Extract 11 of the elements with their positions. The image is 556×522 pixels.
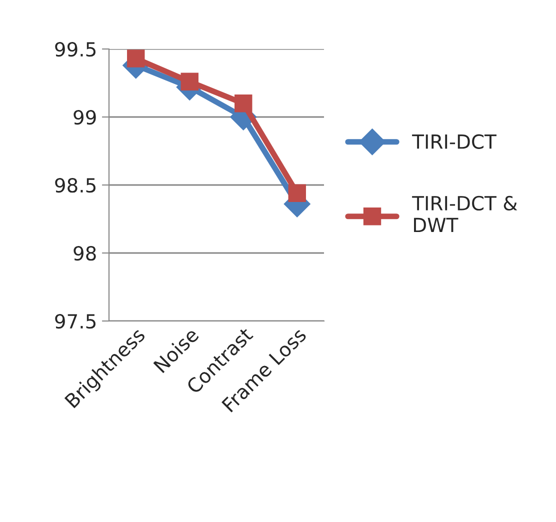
point	[234, 94, 252, 112]
y-tick-label: 99.5	[55, 42, 96, 57]
y-tick-label: 97.5	[55, 314, 96, 329]
y-tick-label: 99	[74, 110, 96, 125]
legend-label: TIRI-DCT & DWT	[412, 196, 518, 232]
point	[288, 184, 306, 202]
point	[127, 50, 145, 68]
y-tick-label: 98.5	[55, 178, 96, 193]
point	[180, 72, 198, 90]
y-tick-label: 98	[74, 246, 96, 261]
legend-label: TIRI-DCT	[412, 134, 496, 149]
